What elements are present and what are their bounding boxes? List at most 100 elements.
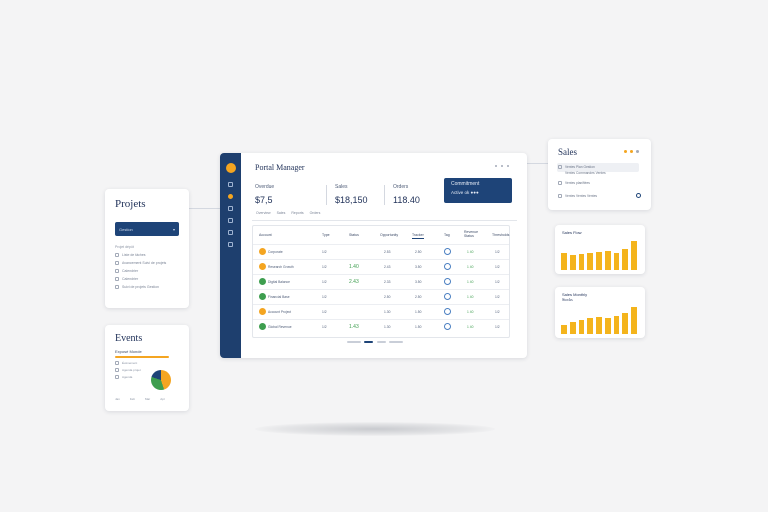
checkbox[interactable] [115, 261, 119, 265]
sales-monthly-subtitle: Stocks [562, 297, 573, 302]
checkbox[interactable] [115, 285, 119, 289]
calendar-icon[interactable] [228, 242, 233, 247]
logo-icon [226, 163, 236, 173]
list-item-label: Agenda [122, 375, 133, 379]
sales-select[interactable] [557, 163, 639, 172]
chart-icon[interactable] [228, 206, 233, 211]
sales-flow-bar [596, 252, 602, 270]
column-header[interactable]: Status [349, 233, 359, 237]
list-item[interactable]: Ventes Plan Gestion [558, 165, 595, 169]
sales-monthly-bar [613, 316, 620, 334]
connector-line [527, 163, 548, 164]
status-icon [444, 278, 451, 285]
kpi-label: Commitment [451, 181, 480, 187]
dashboard-icon[interactable] [228, 194, 233, 199]
account-icon [259, 278, 266, 285]
users-icon[interactable] [228, 218, 233, 223]
pager-dot-active[interactable] [364, 341, 373, 343]
cell-type: 1/2 [322, 265, 327, 269]
projects-select[interactable]: Gestion ▾ [115, 222, 179, 236]
column-header[interactable]: Account [259, 233, 272, 237]
dashboard-window: Portal Manager Overdue $7,5 Sales $18,15… [220, 153, 527, 358]
checkbox[interactable] [115, 375, 119, 379]
list-item-label: Ventes Plan Gestion [565, 165, 595, 169]
table-row[interactable]: Account Project 1/2 1.30 1.50 1 40 1/2 [253, 304, 509, 319]
cell-revenue: 1 40 [467, 280, 474, 284]
tab-sales[interactable]: Sales [276, 211, 286, 215]
checkbox[interactable] [115, 277, 119, 281]
kpi-highlight-card[interactable]: Commitment Active ok ●●● [444, 178, 512, 203]
list-item[interactable]: Agenda projet [115, 368, 179, 372]
cell-tracker: 2.50 [415, 250, 422, 254]
more-icon[interactable] [495, 165, 509, 167]
table-row[interactable]: Global Revenue 1/2 1.43 1.30 1.50 1 40 1/2 [253, 319, 509, 334]
sales-flow-bar [622, 249, 629, 270]
checkbox[interactable] [558, 181, 562, 185]
cell-type: 1/2 [322, 310, 327, 314]
cell-account: Global Revenue [268, 325, 292, 329]
list-item[interactable]: Liste de tâches [115, 253, 179, 257]
checkbox[interactable] [115, 253, 119, 257]
cell-threshold: 1/2 [495, 250, 500, 254]
footer-label: Jan [115, 397, 120, 401]
table-row[interactable]: Digital Balance 1/2 2.43 2.33 3.50 1 40 1/2 [253, 274, 509, 289]
connector-line [189, 208, 220, 209]
list-item[interactable]: Évènement [115, 361, 179, 365]
events-card: Events Exposé Monde Évènement Agenda pro… [105, 325, 189, 411]
column-header[interactable]: Thresholds [492, 233, 510, 237]
table-row[interactable]: Financial Base 1/2 2.50 2.50 1 40 1/2 [253, 289, 509, 304]
checkbox[interactable] [558, 165, 562, 169]
kpi-orders: Orders 118.40 [393, 184, 420, 205]
kpi-label: Orders [393, 184, 409, 190]
column-header[interactable]: Type [322, 233, 330, 237]
status-dot [636, 150, 639, 153]
sales-flow-bar [578, 254, 585, 270]
list-item[interactable]: Calendrier [115, 269, 179, 273]
column-header[interactable]: Opportunity [380, 233, 399, 237]
kpi-label: Sales [335, 184, 348, 190]
tab-overview[interactable]: Overview [256, 211, 271, 215]
list-item[interactable]: Ventes planifiées [558, 181, 590, 185]
list-item[interactable]: Agenda [115, 375, 179, 379]
checkbox[interactable] [558, 194, 562, 198]
table-row[interactable]: Corporate 1/2 2.53 2.50 1 40 1/2 [253, 244, 509, 259]
list-item[interactable]: Calendrier [115, 277, 179, 281]
list-item[interactable]: Ventes Ventes Ventes [558, 194, 597, 198]
column-header[interactable]: Tag [444, 233, 450, 237]
list-item[interactable]: Suivi de projets Gestion [115, 285, 179, 289]
status-dot [624, 150, 627, 153]
column-header[interactable]: Tracker [412, 233, 424, 239]
list-item-label: Évènement [122, 361, 138, 365]
list-item[interactable]: Avancement Suivi de projets [115, 261, 179, 265]
list-item-label: Calendrier [122, 277, 139, 281]
pager-dot[interactable] [377, 341, 386, 343]
kpi-sales: Sales $18,150 [335, 184, 368, 205]
tab-orders[interactable]: Orders [309, 211, 321, 215]
tab-reports[interactable]: Reports [291, 211, 304, 215]
home-icon[interactable] [228, 182, 233, 187]
sales-monthly-bar [604, 318, 611, 334]
account-icon [259, 323, 266, 330]
status-icon [444, 293, 451, 300]
settings-icon[interactable] [228, 230, 233, 235]
list-item[interactable]: Ventes Commandes Ventes [558, 171, 606, 175]
column-header[interactable]: Revenue Status [464, 230, 479, 238]
cell-account: Research Growth [268, 265, 294, 269]
cell-tracker: 3.50 [415, 265, 422, 269]
cell-opportunity: 1.30 [384, 310, 391, 314]
checkbox[interactable] [115, 368, 119, 372]
checkbox[interactable] [115, 361, 119, 365]
table-row[interactable]: Research Growth 1/2 1.40 2.43 3.50 1 40 1/2 [253, 259, 509, 274]
kpi-label: Overdue [255, 184, 275, 190]
checkbox[interactable] [115, 269, 119, 273]
floor-shadow [255, 422, 495, 436]
sales-flow-bar [587, 253, 594, 270]
pager-dot[interactable] [389, 341, 403, 343]
account-icon [259, 293, 266, 300]
events-pie-chart [151, 370, 171, 390]
cell-type: 1/2 [322, 325, 327, 329]
radio-button[interactable] [636, 193, 641, 198]
pager-dot[interactable] [347, 341, 361, 343]
footer-label: Mar [145, 397, 151, 401]
accounts-table: Account Type Status Opportunity Tracker … [252, 225, 510, 338]
